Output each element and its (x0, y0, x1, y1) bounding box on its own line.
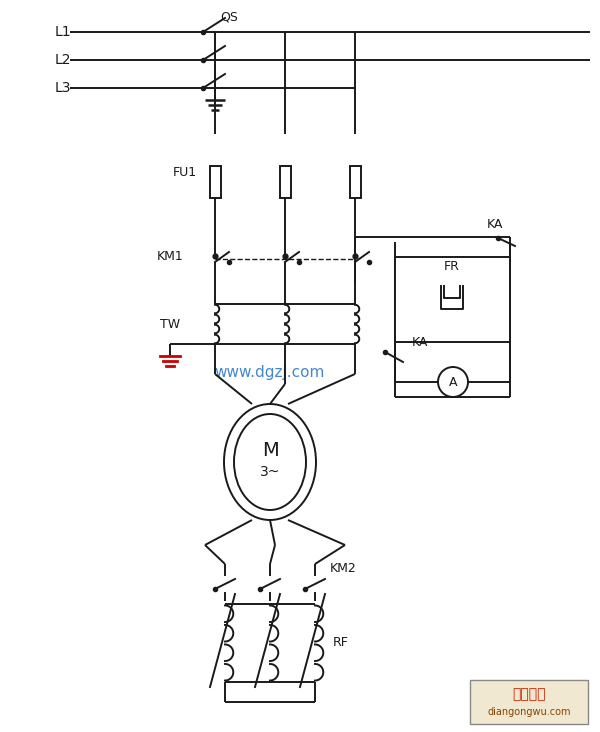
Text: 3~: 3~ (260, 465, 280, 479)
Ellipse shape (224, 404, 316, 520)
Text: KM1: KM1 (156, 250, 183, 264)
Bar (470, 680, 588, 724)
Text: KM2: KM2 (330, 562, 357, 575)
Text: www.dgzj.com: www.dgzj.com (215, 365, 325, 379)
Bar (210, 166, 221, 198)
Bar (395, 257, 510, 342)
Ellipse shape (234, 414, 306, 510)
Text: 电工之屋: 电工之屋 (512, 687, 546, 701)
Text: FU1: FU1 (173, 165, 197, 179)
Text: FR: FR (444, 261, 460, 274)
Bar (350, 166, 361, 198)
Text: L1: L1 (55, 25, 71, 39)
Text: TW: TW (160, 318, 180, 331)
Text: L3: L3 (55, 81, 71, 95)
Text: KA: KA (487, 217, 503, 231)
Text: A: A (449, 376, 457, 389)
Text: M: M (262, 441, 278, 460)
Text: RF: RF (333, 637, 349, 649)
Text: QS: QS (220, 10, 238, 23)
Text: KA: KA (412, 337, 428, 349)
Bar (280, 166, 291, 198)
Text: diangongwu.com: diangongwu.com (487, 707, 571, 717)
Text: L2: L2 (55, 53, 71, 67)
Circle shape (438, 367, 468, 397)
